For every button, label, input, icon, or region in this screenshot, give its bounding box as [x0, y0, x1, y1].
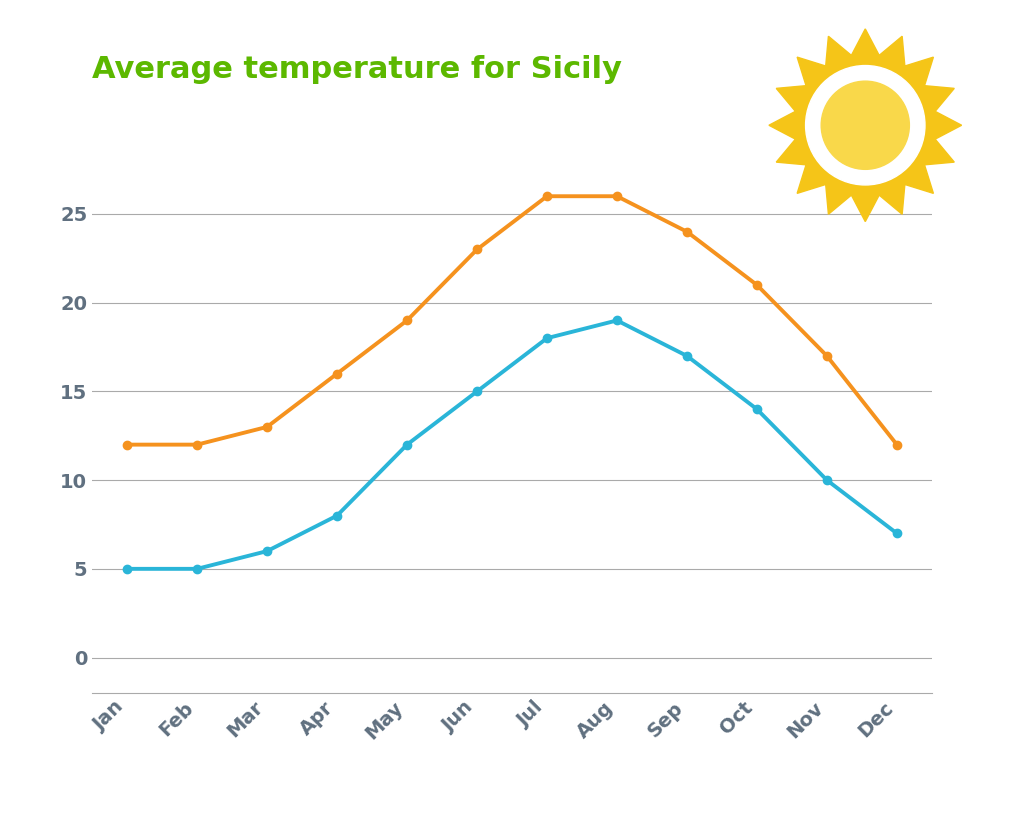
- Text: Average temperature for Sicily: Average temperature for Sicily: [92, 54, 623, 84]
- Circle shape: [821, 81, 909, 170]
- Circle shape: [794, 54, 937, 196]
- Polygon shape: [769, 29, 962, 221]
- Circle shape: [806, 66, 925, 185]
